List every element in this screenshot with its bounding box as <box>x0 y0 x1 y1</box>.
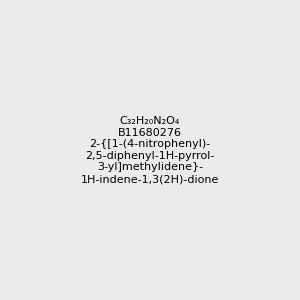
Text: C₃₂H₂₀N₂O₄
B11680276
2-{[1-(4-nitrophenyl)-
2,5-diphenyl-1H-pyrrol-
3-yl]methyli: C₃₂H₂₀N₂O₄ B11680276 2-{[1-(4-nitropheny… <box>81 116 219 184</box>
